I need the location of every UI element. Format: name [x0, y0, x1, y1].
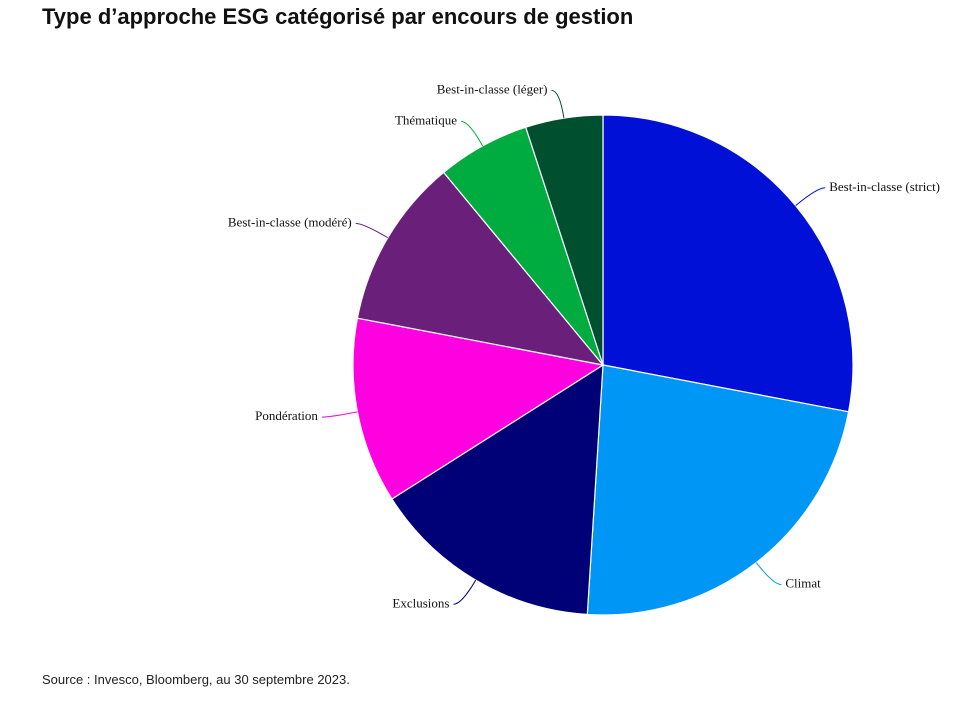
leader-line — [795, 187, 826, 207]
pie-slice — [602, 114, 854, 413]
slice-label: Climat — [785, 576, 821, 591]
leader-line — [355, 222, 389, 239]
chart-title: Type d’approche ESG catégorisé par encou… — [42, 4, 633, 29]
leader-line — [551, 89, 565, 119]
pie-slice — [352, 317, 605, 500]
slice-label: Thématique — [395, 112, 457, 127]
leader-line — [453, 579, 477, 605]
slice-label: Pondération — [255, 408, 318, 423]
slice-label: Best-in-classe (strict) — [829, 179, 940, 194]
pie-slice — [356, 171, 605, 366]
source: Source : Invesco, Bloomberg, au 30 septe… — [42, 672, 350, 687]
leader-line — [460, 120, 484, 147]
leader-line — [321, 411, 358, 418]
pie-slice — [524, 114, 604, 366]
slice-label: Exclusions — [392, 595, 449, 610]
slice-label: Best-in-classe (modéré) — [228, 214, 352, 229]
leader-line — [755, 562, 782, 586]
slice-label: Best-in-classe (léger) — [437, 81, 548, 96]
